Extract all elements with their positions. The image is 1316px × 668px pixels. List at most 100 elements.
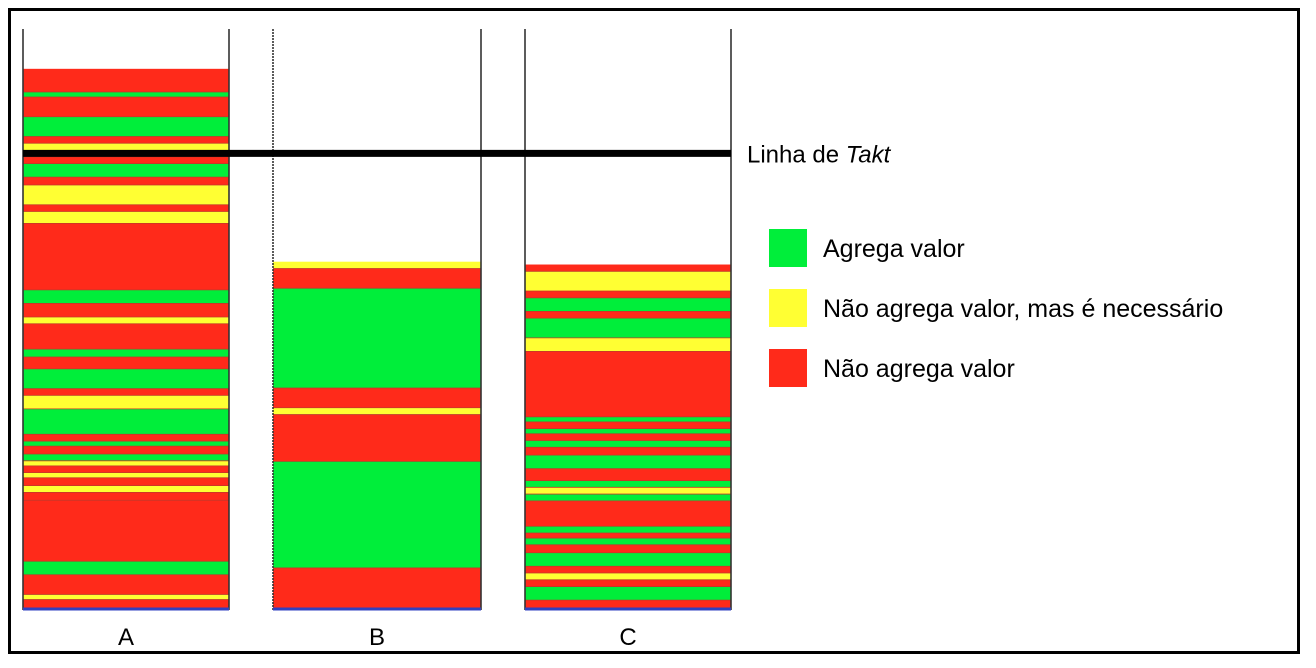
segment-green (525, 297, 731, 312)
legend-swatch (769, 349, 807, 387)
stack-b (273, 261, 481, 609)
segment-green (525, 440, 731, 448)
legend-item: Agrega valor (769, 229, 965, 267)
segment-red (23, 223, 229, 291)
segment-green (23, 454, 229, 462)
legend-swatch (769, 289, 807, 327)
segment-green (23, 91, 229, 98)
segment-green (525, 455, 731, 469)
segment-red (525, 264, 731, 272)
stack-a (23, 68, 229, 609)
segment-red (23, 97, 229, 118)
segment-green (273, 461, 481, 569)
segment-red (23, 323, 229, 350)
segment-red (23, 500, 229, 562)
segment-yellow (525, 271, 731, 292)
segment-red (23, 465, 229, 473)
segment-red (273, 567, 481, 609)
segment-red (23, 434, 229, 442)
segment-green (23, 116, 229, 137)
segment-green (525, 416, 731, 423)
segment-red (23, 156, 229, 164)
segment-yellow (525, 337, 731, 352)
segment-green (525, 538, 731, 546)
segment-red (23, 492, 229, 501)
legend-label: Não agrega valor, mas é necessário (823, 295, 1223, 323)
category-label: C (619, 624, 636, 651)
legend-item: Não agrega valor, mas é necessário (769, 289, 1223, 327)
segment-yellow (525, 487, 731, 495)
category-label: B (369, 624, 385, 651)
segment-green (23, 163, 229, 178)
segment-green (525, 428, 731, 435)
segment-red (525, 351, 731, 418)
segment-red (273, 388, 481, 409)
segment-red (525, 579, 731, 587)
axes-layer (22, 29, 732, 611)
segment-red (525, 291, 731, 299)
segment-red (525, 433, 731, 441)
segment-green (525, 526, 731, 534)
segment-red (23, 599, 229, 609)
segment-yellow (23, 472, 229, 479)
segment-red (525, 500, 731, 527)
segment-green (23, 561, 229, 576)
segment-green (23, 349, 229, 358)
category-labels: A B C (118, 624, 637, 651)
segment-red (23, 68, 229, 93)
takt-balance-chart: Linha de Takt Agrega valor Não agrega val… (22, 29, 1223, 651)
takt-layer: Linha de Takt (23, 141, 892, 168)
segment-yellow (525, 573, 731, 581)
segment-green (23, 289, 229, 304)
segment-yellow (273, 407, 481, 415)
segment-red (23, 388, 229, 396)
segment-yellow (23, 395, 229, 410)
segment-green (525, 318, 731, 339)
legend-swatch (769, 229, 807, 267)
stacks-layer (23, 68, 731, 609)
segment-red (273, 414, 481, 462)
segment-green (23, 441, 229, 447)
segment-red (23, 177, 229, 186)
segment-red (23, 136, 229, 144)
segment-yellow (23, 485, 229, 493)
legend: Agrega valor Não agrega valor, mas é nece… (769, 229, 1223, 387)
segment-red (525, 566, 731, 574)
segment-yellow (23, 316, 229, 325)
legend-label: Agrega valor (823, 235, 965, 263)
segment-yellow (273, 261, 481, 269)
segment-green (23, 368, 229, 389)
segment-red (23, 477, 229, 486)
category-label: A (118, 624, 134, 651)
segment-green (525, 480, 731, 488)
segment-red (23, 446, 229, 455)
segment-yellow (23, 211, 229, 224)
takt-label-emphasis: Takt (846, 141, 892, 168)
segment-red (525, 544, 731, 554)
segment-red (23, 574, 229, 595)
segment-yellow (23, 460, 229, 467)
segment-red (525, 600, 731, 609)
segment-red (525, 421, 731, 429)
legend-item: Não agrega valor (769, 349, 1015, 387)
stack-c (525, 264, 731, 609)
segment-red (525, 447, 731, 456)
segment-red (273, 268, 481, 289)
segment-red (525, 532, 731, 539)
segment-green (525, 586, 731, 601)
segment-green (273, 288, 481, 389)
segment-yellow (23, 594, 229, 600)
segment-red (23, 357, 229, 370)
takt-line-label: Linha de Takt (747, 141, 892, 168)
segment-green (525, 494, 731, 502)
segment-green (525, 552, 731, 567)
segment-red (525, 311, 731, 319)
segment-green (23, 408, 229, 435)
legend-label: Não agrega valor (823, 355, 1015, 383)
segment-red (23, 204, 229, 212)
segment-red (23, 303, 229, 318)
segment-yellow (23, 185, 229, 206)
segment-red (525, 468, 731, 481)
chart-frame: Linha de Takt Agrega valor Não agrega val… (8, 8, 1300, 654)
takt-label-prefix: Linha de (747, 141, 846, 168)
